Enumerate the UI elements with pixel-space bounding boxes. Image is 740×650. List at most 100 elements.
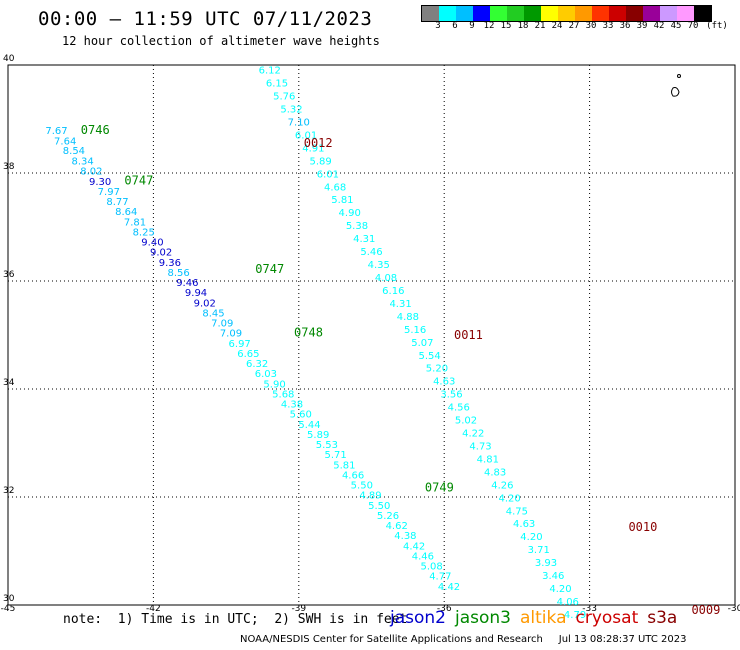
legend-label: 30 xyxy=(585,21,597,31)
wave-height-value: 4.91 xyxy=(302,143,324,154)
legend-label: 45 xyxy=(670,21,682,31)
footer-note: note: 1) Time is in UTC; 2) SWH is in fe… xyxy=(63,612,408,627)
wave-height-value: 4.66 xyxy=(342,471,364,482)
wave-height-value: 4.22 xyxy=(462,429,484,440)
longitude-tick-label: -36 xyxy=(437,604,452,614)
wave-height-value: 4.20 xyxy=(520,532,542,543)
wave-height-value: 6.12 xyxy=(259,66,281,77)
pass-time-label: 0010 xyxy=(628,520,657,534)
island-outline xyxy=(671,87,680,97)
wave-height-value: 6.03 xyxy=(255,369,277,380)
wave-height-value: 5.68 xyxy=(272,390,294,401)
pass-time-label: 0746 xyxy=(81,123,110,137)
wave-height-value: 5.07 xyxy=(411,338,433,349)
wave-height-value: 4.06 xyxy=(557,597,579,608)
wave-height-value: 6.65 xyxy=(237,349,259,360)
legend-unit: (ft) xyxy=(706,21,728,31)
wave-height-value: 4.46 xyxy=(412,552,434,563)
map-title: 00:00 — 11:59 UTC 07/11/2023 xyxy=(38,8,373,30)
wave-height-value: 7.09 xyxy=(220,329,242,340)
map-frame xyxy=(7,64,736,606)
wave-height-value: 4.89 xyxy=(359,491,381,502)
latitude-tick-label: 30 xyxy=(3,594,15,604)
wave-height-value: 5.76 xyxy=(273,92,295,103)
wave-height-value: 8.25 xyxy=(133,228,155,239)
legend-label: 21 xyxy=(534,21,546,31)
legend-label: 18 xyxy=(517,21,529,31)
satellite-name: jason3 xyxy=(455,608,511,628)
pass-time-label: 0747 xyxy=(255,262,284,276)
wave-height-value: 3.56 xyxy=(440,390,462,401)
satellite-name: cryosat xyxy=(575,608,639,628)
wave-height-value: 5.90 xyxy=(263,379,285,390)
wave-height-value: 9.30 xyxy=(89,177,111,188)
wave-height-value: 5.71 xyxy=(325,450,347,461)
latitude-tick-label: 40 xyxy=(3,54,15,64)
credit-line: NOAA/NESDIS Center for Satellite Applica… xyxy=(240,634,687,645)
wave-height-value: 8.56 xyxy=(167,268,189,279)
wave-height-value: 4.56 xyxy=(448,403,470,414)
wave-height-value: 5.81 xyxy=(331,195,353,206)
pass-time-label: 0748 xyxy=(294,326,323,340)
wave-height-value: 4.79 xyxy=(564,610,586,621)
wave-height-value: 4.42 xyxy=(438,582,460,593)
legend-swatch xyxy=(626,6,643,21)
legend-swatch xyxy=(660,6,677,21)
wave-height-value: 4.26 xyxy=(491,480,513,491)
wave-height-value: 9.46 xyxy=(176,278,198,289)
wave-height-value: 4.90 xyxy=(339,208,361,219)
legend-label: 6 xyxy=(452,21,458,31)
wave-height-value: 3.93 xyxy=(535,558,557,569)
wave-height-value: 4.38 xyxy=(394,531,416,542)
longitude-tick-label: -42 xyxy=(146,604,161,614)
legend-swatch xyxy=(609,6,626,21)
wave-height-value: 7.09 xyxy=(211,318,233,329)
wave-height-value: 4.83 xyxy=(484,467,506,478)
wave-height-value: 5.89 xyxy=(307,430,329,441)
wave-height-value: 7.67 xyxy=(45,126,67,137)
wave-height-value: 8.34 xyxy=(72,156,94,167)
longitude-tick-label: -45 xyxy=(1,604,16,614)
wave-height-value: 5.81 xyxy=(333,460,355,471)
wave-height-value: 4.20 xyxy=(549,584,571,595)
wave-height-value: 5.89 xyxy=(309,156,331,167)
wave-height-value: 5.53 xyxy=(316,440,338,451)
wave-height-value: 4.88 xyxy=(397,312,419,323)
wave-height-value: 8.02 xyxy=(80,167,102,178)
wave-height-value: 4.31 xyxy=(389,299,411,310)
legend-swatch xyxy=(524,6,541,21)
wave-height-value: 6.01 xyxy=(295,130,317,141)
legend-label: 3 xyxy=(435,21,441,31)
legend-label: 9 xyxy=(469,21,475,31)
wave-height-value: 5.20 xyxy=(426,364,448,375)
map-subtitle: 12 hour collection of altimeter wave hei… xyxy=(62,34,380,48)
legend-swatch xyxy=(575,6,592,21)
legend-swatch xyxy=(422,6,439,21)
legend-label: 33 xyxy=(602,21,614,31)
pass-time-label: 0749 xyxy=(425,481,454,495)
wave-height-value: 5.32 xyxy=(280,105,302,116)
wave-height-value: 4.77 xyxy=(429,572,451,583)
wave-height-value: 4.73 xyxy=(469,441,491,452)
legend-swatch xyxy=(507,6,524,21)
longitude-tick-label: -33 xyxy=(582,604,597,614)
wave-height-value: 5.44 xyxy=(298,420,320,431)
satellite-legend: jason2 jason3 altika cryosat s3a xyxy=(390,608,686,628)
wave-height-value: 4.35 xyxy=(368,260,390,271)
wave-height-value: 6.16 xyxy=(382,286,404,297)
wave-height-value: 7.97 xyxy=(98,187,120,198)
latitude-tick-label: 32 xyxy=(3,486,14,496)
wave-height-value: 3.71 xyxy=(528,545,550,556)
satellite-name: altika xyxy=(520,608,567,628)
latitude-tick-label: 36 xyxy=(3,270,15,280)
satellite-name: jason2 xyxy=(390,608,446,628)
wave-height-value: 5.08 xyxy=(420,561,442,572)
legend-label: 27 xyxy=(568,21,580,31)
legend-swatch xyxy=(694,6,711,21)
wave-height-value: 4.38 xyxy=(281,399,303,410)
wave-height-value: 8.64 xyxy=(115,207,137,218)
legend-swatch xyxy=(558,6,575,21)
pass-time-label: 0009 xyxy=(691,603,720,617)
wave-height-color-legend xyxy=(421,5,712,22)
legend-swatch xyxy=(439,6,456,21)
